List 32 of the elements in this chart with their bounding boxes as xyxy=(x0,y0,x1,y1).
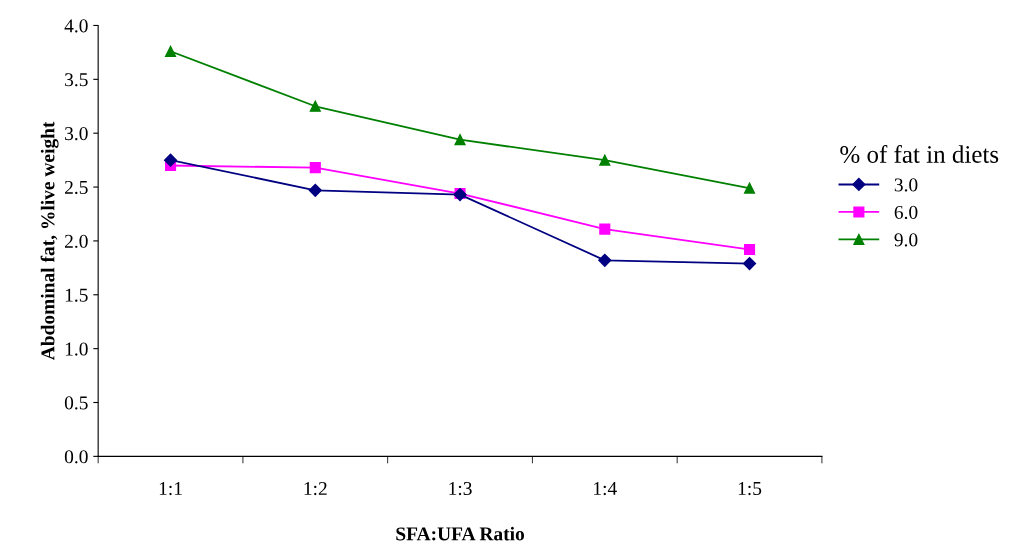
point xyxy=(598,253,612,267)
y-tick-label: 3.5 xyxy=(65,73,88,87)
y-tick-label: 2.0 xyxy=(64,234,88,248)
y-tick-label: 1.0 xyxy=(65,342,88,356)
x-tick-label: 1:2 xyxy=(304,481,327,496)
legend-label: 9.0 xyxy=(894,233,918,247)
y-tick-label: 3.0 xyxy=(65,127,88,141)
point xyxy=(309,100,321,112)
point xyxy=(308,183,322,197)
y-tick-label: 0.5 xyxy=(64,396,88,410)
point xyxy=(164,45,177,57)
x-tick-label: 1:1 xyxy=(159,482,182,496)
point xyxy=(743,243,756,256)
point xyxy=(454,134,466,146)
point xyxy=(309,162,321,174)
point xyxy=(163,153,178,167)
y-tick-label: 1.5 xyxy=(65,288,88,302)
y-tick-label: 0.0 xyxy=(64,450,88,464)
x-axis-title: SFA:UFA Ratio xyxy=(396,526,525,541)
point xyxy=(599,154,611,166)
legend-label: 3.0 xyxy=(894,178,918,192)
point xyxy=(599,223,611,235)
legend-title: % of fat in diets xyxy=(840,145,999,163)
point xyxy=(743,182,756,194)
point xyxy=(742,256,757,271)
y-axis-title: Abdominal fat, %live weight xyxy=(40,121,59,361)
x-tick-label: 1:5 xyxy=(738,482,762,496)
legend-label: 6.0 xyxy=(894,205,918,220)
x-tick-label: 1:4 xyxy=(594,482,617,496)
x-tick-label: 1:3 xyxy=(449,481,472,496)
y-tick-label: 4.0 xyxy=(64,19,88,33)
y-tick-label: 2.5 xyxy=(64,180,88,195)
